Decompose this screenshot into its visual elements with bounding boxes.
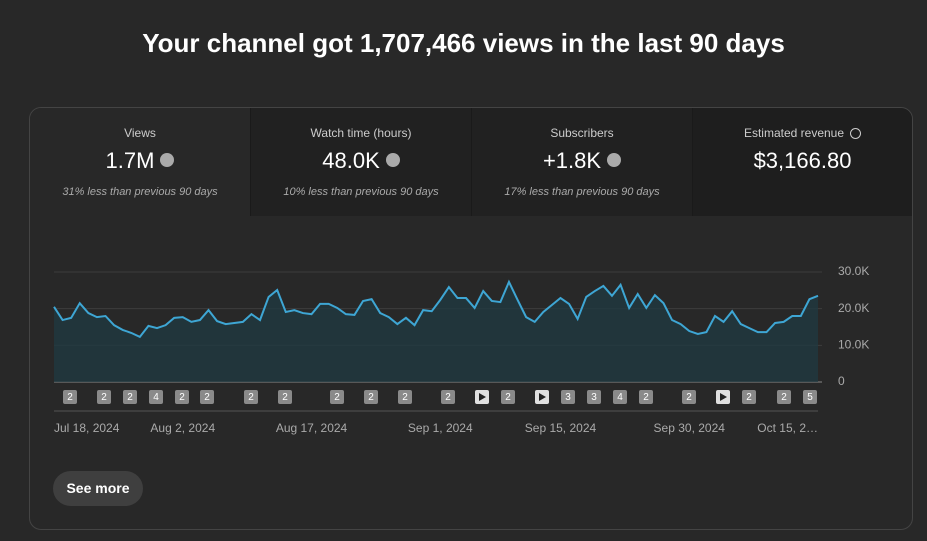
event-marker-label: 2 xyxy=(643,392,649,403)
event-marker-label: 2 xyxy=(334,392,340,403)
event-marker xyxy=(175,390,189,404)
tab-note: 31% less than previous 90 days xyxy=(62,186,218,198)
event-marker xyxy=(278,390,292,404)
event-marker-label: 2 xyxy=(67,392,73,403)
play-icon xyxy=(720,393,727,401)
x-tick-label: Sep 15, 2024 xyxy=(525,421,597,435)
event-marker-label: 2 xyxy=(101,392,107,403)
event-marker-label: 2 xyxy=(127,392,133,403)
event-marker-label: 4 xyxy=(617,392,623,403)
event-marker-label: 2 xyxy=(402,392,408,403)
event-marker xyxy=(244,390,258,404)
event-marker-label: 2 xyxy=(445,392,451,403)
event-marker-label: 2 xyxy=(686,392,692,403)
event-marker xyxy=(639,390,653,404)
x-tick-label: Aug 17, 2024 xyxy=(276,421,348,435)
event-marker xyxy=(587,390,601,404)
down-icon xyxy=(385,153,400,168)
tab-value: 1.7M xyxy=(105,148,155,173)
tab-value: 48.0K xyxy=(322,148,380,173)
event-marker xyxy=(742,390,756,404)
event-marker xyxy=(123,390,137,404)
event-marker-label: 2 xyxy=(746,392,752,403)
event-marker-label: 2 xyxy=(179,392,185,403)
event-marker xyxy=(398,390,412,404)
event-marker xyxy=(803,390,817,404)
event-marker xyxy=(97,390,111,404)
down-icon xyxy=(160,153,175,168)
tab-label: Estimated revenue xyxy=(743,126,845,140)
y-tick-label: 10.0K xyxy=(838,338,869,352)
event-marker xyxy=(63,390,77,404)
tab[interactable]: Estimated revenue $3,166.80 xyxy=(693,108,912,216)
event-marker-label: 2 xyxy=(204,392,210,403)
event-marker-label: 5 xyxy=(807,392,813,403)
event-marker-label: 2 xyxy=(282,392,288,403)
x-tick-label: Oct 15, 2… xyxy=(757,421,818,435)
clock-icon xyxy=(850,128,862,140)
tab-note: 17% less than previous 90 days xyxy=(504,186,660,198)
y-tick-label: 30.0K xyxy=(838,264,869,278)
event-marker-label: 4 xyxy=(153,392,159,403)
event-marker-label: 2 xyxy=(781,392,787,403)
event-marker xyxy=(200,390,214,404)
event-marker xyxy=(441,390,455,404)
event-marker-label: 3 xyxy=(591,392,597,403)
tab-label: Views xyxy=(124,126,156,140)
tab[interactable]: Watch time (hours) 48.0K 10% less than p… xyxy=(251,108,472,216)
event-marker xyxy=(613,390,627,404)
play-icon xyxy=(539,393,546,401)
event-marker xyxy=(501,390,515,404)
play-icon xyxy=(479,393,486,401)
tab[interactable]: Views 1.7M 31% less than previous 90 day… xyxy=(30,108,251,216)
event-marker xyxy=(149,390,163,404)
event-marker xyxy=(777,390,791,404)
event-marker-label: 2 xyxy=(505,392,511,403)
tab[interactable]: Subscribers +1.8K 17% less than previous… xyxy=(472,108,693,216)
tab-value: +1.8K xyxy=(542,148,602,173)
x-tick-label: Sep 1, 2024 xyxy=(408,421,473,435)
x-tick-label: Sep 30, 2024 xyxy=(654,421,726,435)
event-marker-label: 2 xyxy=(248,392,254,403)
event-marker-label: 3 xyxy=(565,392,571,403)
line xyxy=(53,279,819,339)
tab-label: Subscribers xyxy=(550,126,614,140)
event-marker xyxy=(364,390,378,404)
tab-note: 10% less than previous 90 days xyxy=(283,186,439,198)
tab-value: $3,166.80 xyxy=(753,148,852,173)
tab-label: Watch time (hours) xyxy=(310,126,412,140)
down-icon xyxy=(607,153,622,168)
y-tick-label: 20.0K xyxy=(838,301,869,315)
y-tick-label: 0 xyxy=(838,374,845,388)
page-title: Your channel got 1,707,466 views in the … xyxy=(142,28,785,58)
x-tick-label: Aug 2, 2024 xyxy=(150,421,215,435)
x-tick-label: Jul 18, 2024 xyxy=(54,421,120,435)
event-marker xyxy=(330,390,344,404)
event-marker xyxy=(682,390,696,404)
area xyxy=(54,281,818,382)
event-marker-label: 2 xyxy=(368,392,374,403)
event-marker xyxy=(561,390,575,404)
see-more-button[interactable]: See more xyxy=(53,471,143,506)
